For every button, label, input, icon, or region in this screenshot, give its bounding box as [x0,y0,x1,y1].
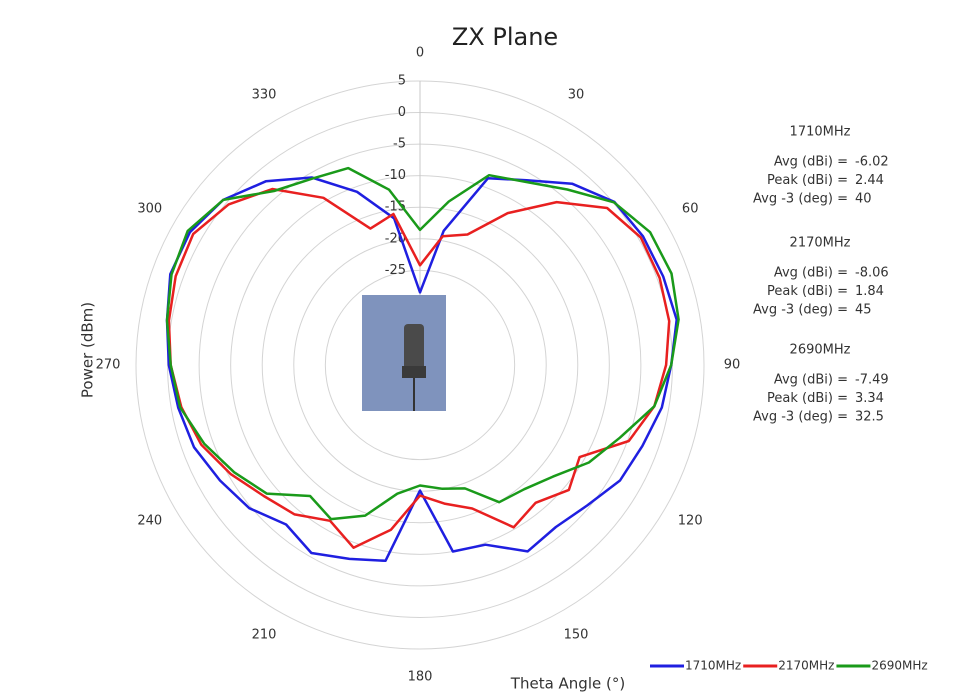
legend-label: 1710MHz [685,659,741,673]
theta-tick-label: 30 [568,87,585,102]
stat-label: Peak (dBi) = [767,391,848,406]
device-image [362,295,446,411]
r-tick-label: -25 [385,263,406,278]
theta-tick-label: 210 [252,628,277,643]
stat-value: -8.06 [855,266,889,281]
theta-tick-label: 60 [682,202,699,217]
stat-label: Avg (dBi) = [774,155,848,170]
stat-title: 2690MHz [790,343,851,358]
stat-label: Peak (dBi) = [767,173,848,188]
stat-label: Avg -3 (deg) = [753,303,848,318]
legend-label: 2690MHz [871,659,927,673]
theta-tick-label: 240 [137,514,162,529]
series-line [167,187,671,549]
r-tick-label: 5 [398,74,406,89]
theta-tick-label: 0 [416,46,424,61]
theta-tick-label: 300 [137,202,162,217]
stat-value: -6.02 [855,155,889,170]
theta-tick-label: 270 [96,358,121,373]
stat-label: Avg (dBi) = [774,373,848,388]
theta-tick-label: 120 [678,514,703,529]
stat-value: -7.49 [855,373,889,388]
stat-value: 3.34 [855,391,884,406]
x-axis-label: Theta Angle (°) [510,675,625,693]
theta-tick-label: 90 [724,358,741,373]
theta-tick-label: 180 [408,670,433,685]
stat-title: 1710MHz [790,125,851,140]
r-tick-label: -5 [393,137,406,152]
stat-value: 32.5 [855,410,884,425]
stat-label: Avg -3 (deg) = [753,192,848,207]
series-line [165,176,678,563]
stat-label: Peak (dBi) = [767,284,848,299]
stat-label: Avg -3 (deg) = [753,410,848,425]
y-axis-label: Power (dBm) [79,302,97,398]
theta-tick-label: 330 [252,87,277,102]
chart-title: ZX Plane [452,23,558,51]
r-tick-label: 0 [398,105,406,120]
stat-value: 40 [855,192,872,207]
stat-value: 45 [855,303,872,318]
stat-value: 2.44 [855,173,884,188]
r-tick-label: -10 [385,168,406,183]
legend-label: 2170MHz [778,659,834,673]
series-line [165,166,680,521]
theta-tick-label: 150 [564,628,589,643]
stat-label: Avg (dBi) = [774,266,848,281]
stat-value: 1.84 [855,284,884,299]
plot: 50-5-10-15-20-25030609012015018021024027… [96,46,741,685]
stat-title: 2170MHz [790,236,851,251]
